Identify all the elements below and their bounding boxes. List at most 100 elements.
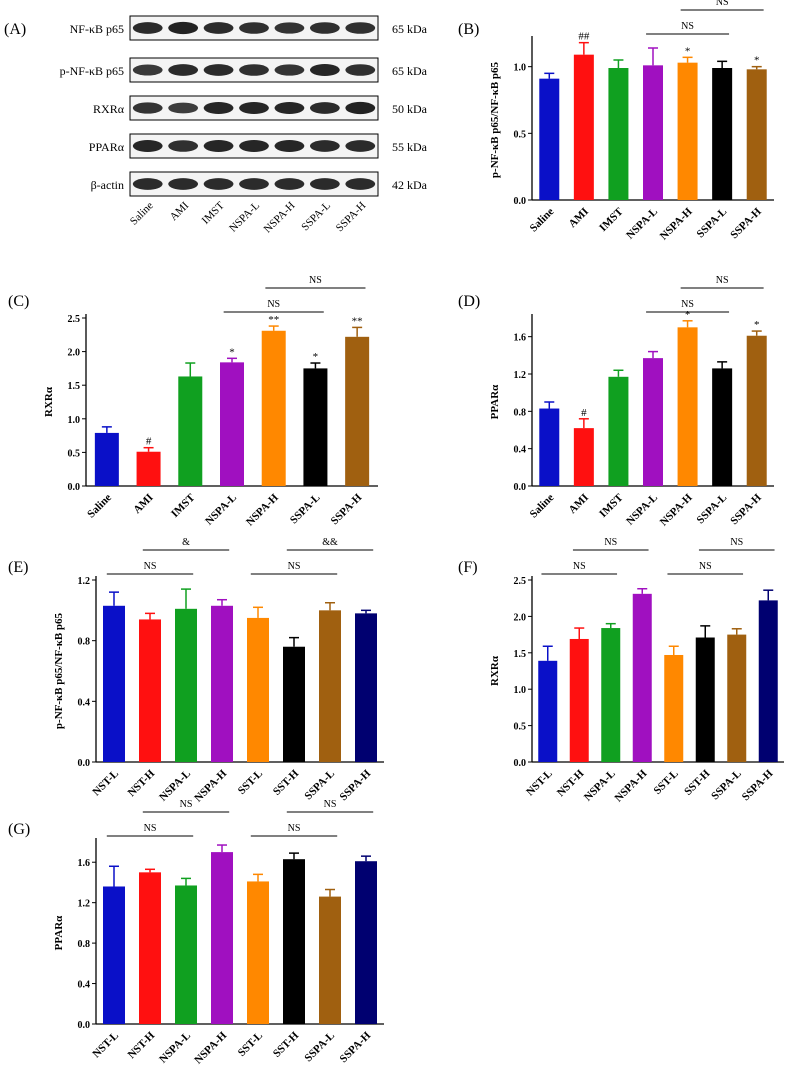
y-tick-label: 1.0	[514, 63, 527, 74]
blot-kda-label: 65 kDa	[392, 64, 428, 78]
blot-band	[203, 102, 234, 114]
blot-band	[132, 140, 163, 152]
bar	[136, 451, 161, 486]
blot-row-label: RXRα	[93, 102, 125, 116]
bar	[569, 638, 589, 762]
blot-band	[309, 102, 340, 114]
x-tick-label: AMI	[131, 492, 155, 516]
y-tick-label: 1.0	[514, 685, 527, 696]
x-tick-label: NST-H	[126, 767, 158, 799]
x-tick-label: SSPA-L	[302, 768, 337, 803]
bar	[261, 330, 286, 486]
y-tick-label: 0.4	[78, 697, 91, 708]
blot-band	[168, 178, 199, 190]
x-tick-label: NSPA-H	[658, 205, 695, 242]
x-tick-label: Saline	[528, 492, 557, 521]
bracket-label: NS	[730, 537, 743, 548]
blot-row-label: β-actin	[91, 178, 124, 192]
significance-mark: *	[754, 55, 760, 67]
significance-mark: **	[268, 314, 279, 326]
bar	[601, 628, 621, 762]
bracket-label: NS	[716, 275, 729, 286]
panel-label-e: (E)	[8, 559, 28, 576]
blot-band	[274, 140, 305, 152]
x-tick-label: SSPA-H	[338, 1029, 374, 1065]
y-tick-label: 1.5	[514, 649, 527, 660]
x-tick-label: SSPA-H	[329, 491, 365, 527]
y-tick-label: 0.5	[514, 722, 527, 733]
blot-band	[239, 140, 269, 152]
blot-band	[239, 64, 269, 76]
bar	[247, 617, 269, 762]
bracket-label: NS	[309, 275, 322, 286]
x-tick-label: NSPA-H	[192, 1029, 229, 1066]
y-axis-label: p-NF-κB p65/NF-κB p65	[53, 612, 65, 729]
bar	[539, 408, 560, 486]
x-tick-label: SSPA-L	[302, 1030, 337, 1065]
blot-band	[309, 178, 340, 190]
panel-label-f: (F)	[458, 559, 478, 576]
panel-label-b: (B)	[458, 21, 479, 38]
y-tick-label: 0.4	[514, 445, 527, 456]
blot-band	[274, 64, 305, 76]
x-tick-label: SST-L	[236, 1030, 265, 1059]
blot-band	[168, 102, 199, 114]
x-tick-label: NSPA-H	[658, 491, 695, 528]
y-tick-label: 2.0	[514, 612, 527, 623]
bracket-label: NS	[144, 561, 157, 572]
blot-kda-label: 65 kDa	[392, 22, 428, 36]
blot-band	[203, 22, 234, 34]
blot-lane-label: NSPA-H	[262, 200, 298, 236]
x-tick-label: SSPA-L	[709, 768, 744, 803]
blot-lane-label: IMST	[200, 199, 227, 226]
bar	[319, 610, 341, 762]
panel-label-g: (G)	[8, 821, 30, 838]
y-tick-label: 0.0	[68, 482, 81, 493]
bar	[677, 327, 698, 486]
x-tick-label: SST-H	[271, 767, 302, 798]
bar	[247, 881, 269, 1024]
bar	[573, 54, 594, 200]
chart-b: 0.0 0.5 1.0 p-NF-κB p65/NF-κB p65 Saline ## AM…	[489, 0, 774, 243]
blot-row-label: NF-κB p65	[70, 22, 124, 36]
bar	[139, 872, 161, 1024]
y-axis-label: PPARα	[53, 915, 65, 951]
bar	[664, 654, 684, 762]
blot-lane-label: NSPA-L	[227, 199, 262, 234]
significance-mark: ##	[578, 31, 590, 43]
significance-mark: *	[229, 346, 235, 358]
blot-band	[132, 22, 163, 34]
bracket-label: NS	[716, 0, 729, 8]
significance-mark: #	[146, 436, 152, 448]
y-tick-label: 1.6	[78, 858, 91, 869]
blot-band	[203, 178, 234, 190]
x-tick-label: NSPA-L	[624, 206, 660, 242]
blot-band	[203, 64, 234, 76]
bar	[712, 368, 733, 486]
y-tick-label: 0.4	[78, 980, 91, 991]
blot-band	[345, 101, 376, 115]
western-blot: NF-κB p65 65 kDa p-NF-κB p65 65 kDa RXRα 50 k…	[60, 15, 428, 236]
y-tick-label: 1.6	[514, 333, 527, 344]
y-axis-label: PPARα	[489, 384, 501, 420]
x-tick-label: SSPA-H	[728, 205, 764, 241]
significance-mark: #	[581, 407, 587, 419]
bar	[538, 660, 558, 762]
y-tick-label: 0.5	[68, 448, 81, 459]
y-tick-label: 0.8	[514, 407, 527, 418]
y-tick-label: 0.5	[514, 129, 527, 140]
bar	[211, 605, 233, 762]
x-tick-label: NST-L	[90, 1030, 121, 1061]
bar	[746, 335, 767, 486]
blot-band	[239, 178, 269, 190]
y-tick-label: 1.5	[68, 381, 81, 392]
y-tick-label: 2.5	[514, 576, 527, 587]
bracket-label: &&	[322, 537, 338, 548]
bar	[539, 78, 560, 200]
bar	[355, 861, 377, 1024]
blot-band	[309, 140, 340, 152]
x-tick-label: NSPA-H	[244, 491, 281, 528]
x-tick-label: SST-H	[682, 767, 713, 798]
x-tick-label: AMI	[567, 206, 591, 230]
